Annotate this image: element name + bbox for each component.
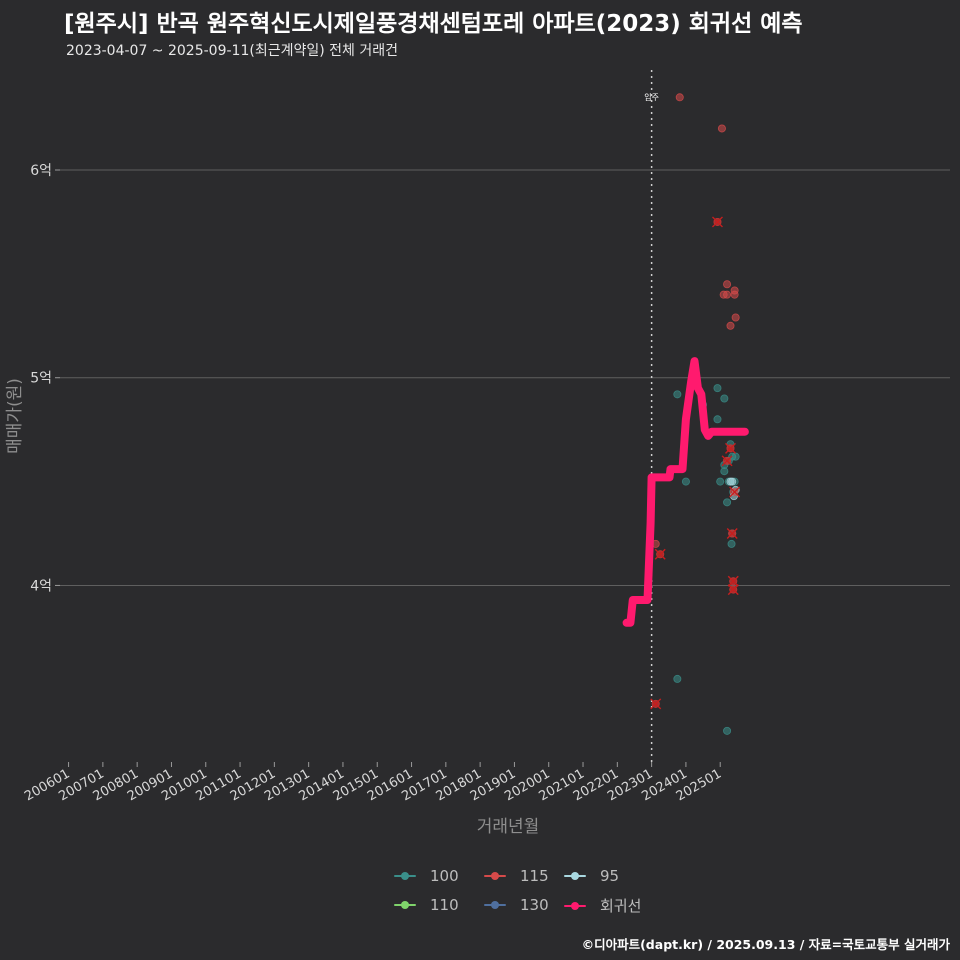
data-point-100: [723, 498, 732, 507]
axes: 4억5억6억2006012007012008012009012010012011…: [5, 163, 724, 837]
move-in-annotation: 입주: [644, 70, 659, 762]
data-point-100: [713, 384, 722, 393]
y-tick-label: 4억: [30, 578, 52, 594]
chart-subtitle: 2023-04-07 ~ 2025-09-11(최근계약일) 전체 거래건: [66, 43, 398, 59]
legend-label: 95: [600, 867, 620, 885]
legend-label: 회귀선: [600, 897, 642, 915]
legend-key-icon: [392, 866, 418, 886]
legend-item-95: 95: [562, 866, 619, 886]
legend-label: 100: [430, 867, 459, 885]
outlier-marker: [721, 455, 733, 467]
outlier-marker: [650, 698, 662, 710]
outlier-cross-b: [725, 442, 736, 454]
regression-line: [622, 357, 749, 627]
data-point-115: [726, 321, 735, 330]
data-point-100: [681, 477, 690, 486]
outlier-cross-b: [726, 528, 738, 540]
legend-label: 130: [520, 896, 549, 914]
outlier-marker: [727, 584, 739, 596]
data-point-115: [675, 93, 684, 102]
legend-item-115: 115: [482, 866, 549, 886]
outlier-marker: [727, 575, 739, 587]
data-point-100: [723, 726, 732, 735]
data-point-115: [730, 290, 739, 299]
outlier-marker: [729, 486, 741, 498]
data-point-100: [720, 394, 729, 403]
outlier-cross-b: [721, 455, 733, 467]
legend-item-110: 110: [392, 895, 459, 915]
legend-key-icon: [482, 895, 508, 915]
legend-label: 110: [430, 896, 459, 914]
source-caption: ©디아파트(dapt.kr) / 2025.09.13 / 자료=국토교통부 실…: [581, 937, 950, 952]
data-point-100: [673, 390, 682, 399]
legend-item-130: 130: [482, 895, 549, 915]
data-point-100: [727, 539, 736, 548]
chart-title: [원주시] 반곡 원주혁신도시제일풍경채센텀포레 아파트(2023) 회귀선 예…: [64, 11, 803, 37]
y-axis-title: 매매가(원): [5, 378, 25, 454]
outlier-cross-b: [729, 486, 741, 498]
move-in-label: 입주: [644, 93, 659, 102]
data-point-95: [728, 477, 737, 486]
outlier-marker: [654, 548, 666, 560]
data-point-115: [723, 280, 732, 289]
legend-key-icon: [482, 866, 508, 886]
y-tick-label: 5억: [30, 371, 52, 387]
legend-item-회귀선: 회귀선: [562, 895, 641, 916]
legend-key-icon: [392, 895, 418, 915]
outlier-cross-b: [727, 575, 739, 587]
data-point-100: [673, 674, 682, 683]
legend: 100 115 95 110 130 회귀선: [392, 866, 652, 926]
data-point-100: [720, 467, 729, 476]
outlier-cross-b: [654, 548, 666, 560]
legend-key-icon: [562, 866, 588, 886]
data-point-100: [716, 477, 725, 486]
data-points: [651, 93, 740, 735]
outlier-cross-b: [727, 584, 739, 596]
outlier-marker: [725, 442, 736, 454]
outlier-marker: [726, 528, 738, 540]
data-point-115: [731, 313, 740, 322]
data-point-100: [731, 452, 740, 461]
outlier-markers: [650, 216, 741, 710]
x-axis-title: 거래년월: [477, 817, 540, 837]
gridlines: [60, 169, 950, 586]
legend-label: 115: [520, 867, 549, 885]
outlier-cross-b: [650, 698, 662, 710]
y-tick-label: 6억: [30, 163, 52, 179]
outlier-cross-b: [711, 216, 723, 228]
data-point-100: [713, 415, 722, 424]
outlier-marker: [711, 216, 723, 228]
legend-item-100: 100: [392, 866, 459, 886]
regression-line-group: [622, 357, 749, 627]
legend-key-icon: [562, 896, 588, 916]
data-point-115: [723, 290, 732, 299]
data-point-115: [717, 124, 726, 133]
